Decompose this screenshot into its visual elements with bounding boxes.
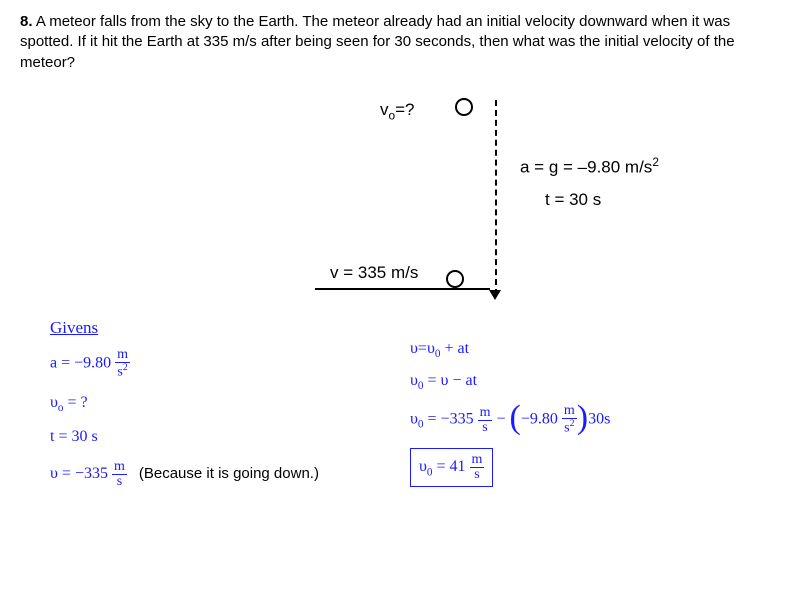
velocity-direction-note: (Because it is going down.) bbox=[139, 465, 319, 482]
equation-1: υ=υ0 + at bbox=[410, 340, 610, 360]
problem-body: A meteor falls from the sky to the Earth… bbox=[20, 13, 735, 71]
time-label: t = 30 s bbox=[545, 190, 601, 210]
given-acceleration: a = −9.80 ms2 bbox=[50, 348, 319, 380]
givens-section: Givens a = −9.80 ms2 υo = ? t = 30 s υ =… bbox=[50, 318, 319, 503]
given-initial-velocity: υo = ? bbox=[50, 394, 319, 414]
givens-title: Givens bbox=[50, 318, 319, 338]
problem-statement: 8. A meteor falls from the sky to the Ea… bbox=[20, 12, 780, 73]
acceleration-label: a = g = –9.80 m/s2 bbox=[520, 155, 659, 178]
problem-number: 8. bbox=[20, 13, 33, 30]
initial-velocity-label: vo=? bbox=[380, 100, 415, 122]
given-time: t = 30 s bbox=[50, 428, 319, 446]
equation-3: υ0 = −335 ms − (−9.80 ms2)30s bbox=[410, 404, 610, 436]
diagram: vo=? a = g = –9.80 m/s2 t = 30 s v = 335… bbox=[330, 100, 580, 300]
trajectory-line bbox=[495, 100, 497, 295]
solution-section: υ=υ0 + at υ0 = υ − at υ0 = −335 ms − (−9… bbox=[410, 340, 610, 499]
answer: υ0 = 41 ms bbox=[410, 448, 610, 487]
meteor-top-icon bbox=[455, 98, 473, 116]
trajectory-arrowhead-icon bbox=[489, 290, 501, 300]
final-velocity-label: v = 335 m/s bbox=[330, 263, 418, 283]
answer-box: υ0 = 41 ms bbox=[410, 448, 493, 487]
equation-2: υ0 = υ − at bbox=[410, 372, 610, 392]
given-final-velocity: υ = −335 ms (Because it is going down.) bbox=[50, 460, 319, 489]
ground-line bbox=[315, 288, 490, 290]
meteor-bottom-icon bbox=[446, 270, 464, 288]
